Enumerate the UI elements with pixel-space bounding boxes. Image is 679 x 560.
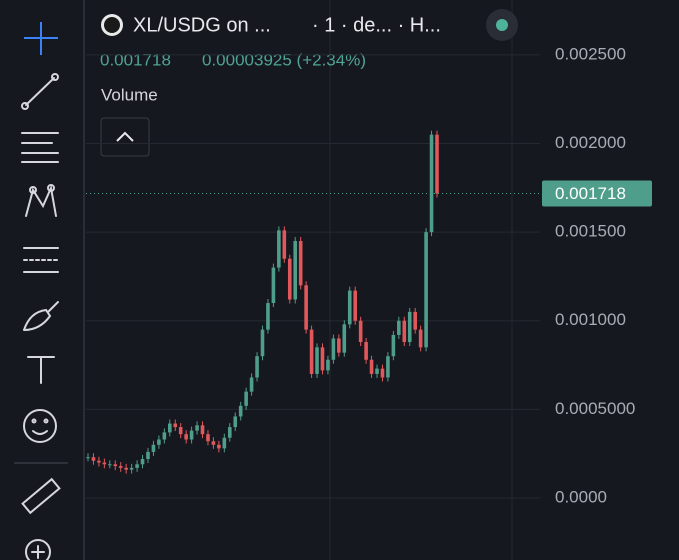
candle bbox=[397, 320, 401, 335]
brush-tool[interactable] bbox=[23, 301, 59, 331]
candle bbox=[337, 338, 341, 353]
candle bbox=[326, 359, 330, 371]
symbol-logo bbox=[104, 17, 120, 33]
candle bbox=[391, 334, 396, 357]
candle bbox=[282, 230, 287, 259]
candle bbox=[353, 290, 358, 321]
candle bbox=[380, 368, 385, 378]
ruler-tool[interactable] bbox=[21, 477, 61, 515]
candle bbox=[364, 342, 368, 360]
candle bbox=[407, 311, 412, 343]
candle bbox=[266, 303, 270, 330]
candle bbox=[91, 457, 96, 461]
trendline-tool[interactable] bbox=[21, 73, 59, 110]
symbol[interactable]: XL/USDG on ... bbox=[133, 14, 271, 36]
y-tick-label: 0.0005000 bbox=[555, 399, 635, 418]
candle bbox=[429, 134, 434, 233]
candle bbox=[146, 451, 150, 459]
candle bbox=[386, 356, 390, 378]
candle bbox=[157, 439, 161, 445]
candle bbox=[140, 458, 145, 465]
candle bbox=[227, 427, 232, 438]
candle bbox=[369, 359, 374, 374]
candle bbox=[113, 464, 118, 467]
candle bbox=[173, 423, 178, 428]
last-price-label: 0.001718 bbox=[555, 184, 626, 203]
candle bbox=[124, 467, 128, 470]
y-tick-label: 0.001000 bbox=[555, 310, 626, 329]
candle bbox=[304, 285, 308, 330]
toolbar bbox=[14, 22, 68, 560]
prediction-tool[interactable] bbox=[23, 247, 59, 273]
collapse-icon bbox=[116, 131, 134, 142]
candle bbox=[402, 320, 407, 343]
candle bbox=[331, 338, 336, 360]
candle bbox=[271, 267, 276, 304]
candle bbox=[189, 430, 194, 440]
candle bbox=[298, 241, 303, 286]
y-tick-label: 0.001500 bbox=[555, 222, 626, 241]
candle bbox=[211, 441, 216, 445]
collapse-button[interactable] bbox=[100, 117, 150, 157]
candle bbox=[342, 324, 347, 353]
candle bbox=[200, 425, 205, 435]
candle bbox=[151, 444, 156, 452]
plot: 0.0000 0.0005000 0.001000 0.001500 0.002000 0… bbox=[86, 44, 652, 506]
fib-tool[interactable] bbox=[21, 132, 59, 163]
text-tool[interactable] bbox=[27, 356, 55, 384]
candle bbox=[217, 444, 221, 449]
candle bbox=[162, 432, 167, 440]
candle bbox=[184, 434, 188, 440]
candle bbox=[347, 290, 352, 325]
candle bbox=[167, 423, 172, 433]
candle bbox=[413, 311, 417, 330]
interval[interactable]: · 1 · de... · H... bbox=[312, 14, 441, 36]
candle bbox=[178, 427, 183, 435]
candle bbox=[287, 258, 292, 300]
candle bbox=[97, 460, 101, 463]
candle bbox=[260, 329, 265, 357]
candle bbox=[309, 329, 314, 374]
candle bbox=[418, 329, 423, 348]
candle bbox=[358, 320, 363, 343]
candle bbox=[315, 347, 319, 374]
last-price-badge bbox=[542, 180, 652, 207]
y-tick-label: 0.0000 bbox=[555, 487, 607, 506]
candle bbox=[222, 437, 227, 449]
candle bbox=[86, 457, 90, 459]
candle bbox=[424, 232, 428, 348]
status-dot bbox=[496, 19, 508, 31]
candle bbox=[195, 425, 199, 431]
candle bbox=[320, 347, 325, 371]
candle bbox=[255, 356, 259, 378]
candle bbox=[233, 416, 238, 428]
pattern-tool[interactable] bbox=[25, 184, 57, 217]
y-tick-label: 0.002500 bbox=[555, 44, 626, 63]
candle bbox=[118, 466, 123, 468]
candle bbox=[244, 391, 248, 406]
candle bbox=[135, 464, 139, 468]
candle bbox=[435, 134, 439, 194]
y-tick-label: 0.002000 bbox=[555, 133, 626, 152]
candle bbox=[102, 462, 107, 465]
candle bbox=[238, 405, 243, 417]
candle bbox=[249, 377, 254, 392]
candle bbox=[277, 230, 281, 268]
candle bbox=[129, 467, 134, 470]
emoji-tool[interactable] bbox=[23, 409, 57, 443]
candle bbox=[293, 241, 298, 300]
candle bbox=[108, 464, 112, 466]
candle bbox=[375, 368, 379, 374]
price-change: 0.00003925 (+2.34%) bbox=[202, 50, 366, 69]
candle bbox=[206, 434, 210, 442]
indicator-label: Volume bbox=[101, 85, 158, 104]
last-price: 0.001718 bbox=[100, 50, 171, 69]
crosshair-tool[interactable] bbox=[24, 22, 58, 55]
zoom-tool[interactable] bbox=[25, 539, 51, 560]
